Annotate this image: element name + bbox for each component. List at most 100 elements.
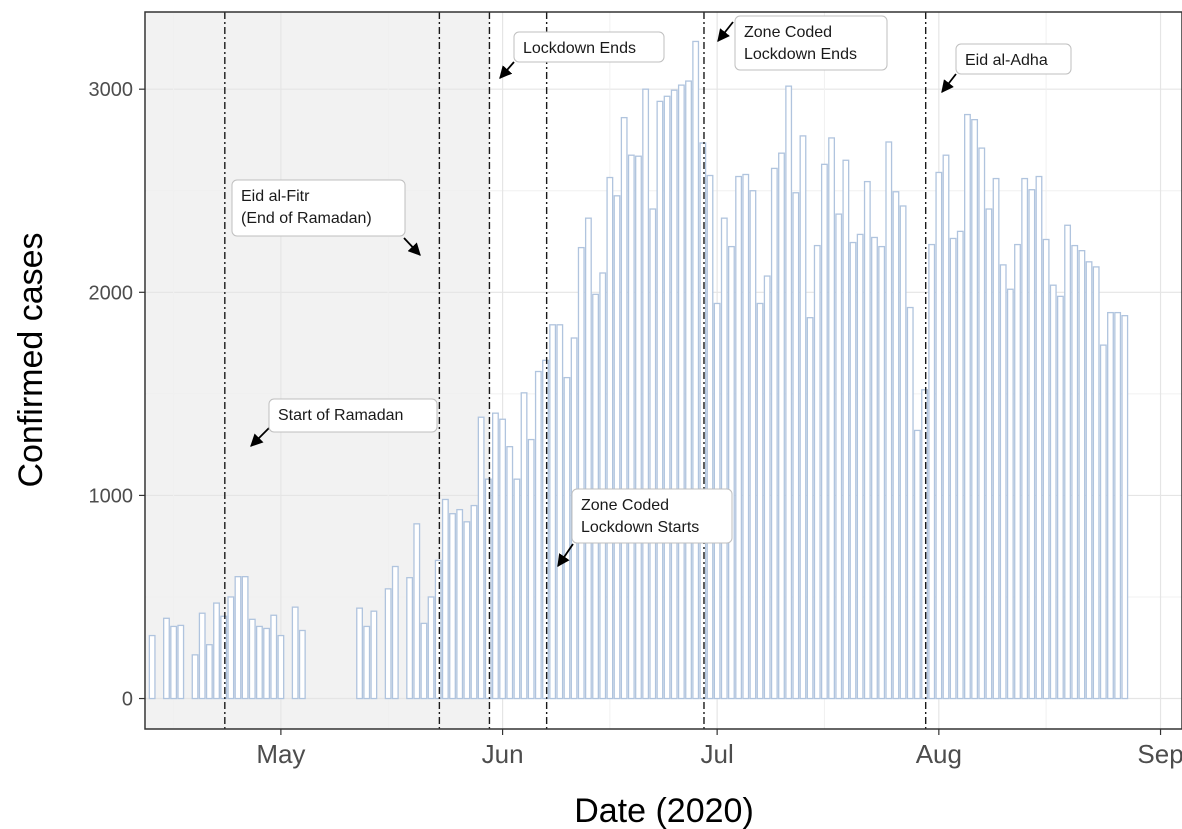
x-axis-title: Date (2020) xyxy=(574,792,754,829)
bar xyxy=(241,576,249,700)
bar xyxy=(542,359,549,700)
bar xyxy=(728,245,735,700)
annotation-label-line: Start of Ramadan xyxy=(278,407,403,424)
bar xyxy=(549,324,557,700)
bar xyxy=(1056,295,1064,700)
bar xyxy=(756,302,764,700)
bar xyxy=(820,163,828,700)
bar xyxy=(670,89,678,700)
annotation-arrow xyxy=(557,543,574,568)
bar xyxy=(885,141,893,700)
bars xyxy=(148,40,1129,700)
bar xyxy=(677,84,685,700)
bar xyxy=(749,190,757,700)
annotation-label-line: Zone Coded xyxy=(581,497,669,514)
bar xyxy=(913,429,921,700)
bar xyxy=(1092,266,1100,700)
x-tick-label: Jul xyxy=(701,739,734,769)
bar xyxy=(792,192,800,700)
bar xyxy=(363,625,371,700)
bar xyxy=(534,370,542,700)
bar xyxy=(906,306,914,700)
bar xyxy=(441,498,449,700)
bar xyxy=(692,40,700,700)
bar xyxy=(527,438,535,700)
y-tick-label: 0 xyxy=(122,689,133,711)
bar xyxy=(649,208,657,700)
y-axis-title: Confirmed cases xyxy=(12,232,50,487)
bar xyxy=(1014,243,1021,700)
bar xyxy=(277,634,285,700)
bar xyxy=(735,175,743,700)
bar xyxy=(742,173,750,700)
bar xyxy=(656,100,664,700)
event-annotation: Zone Coded Lockdown Ends xyxy=(717,15,888,71)
bar xyxy=(427,596,435,700)
bar xyxy=(1028,189,1036,700)
bar xyxy=(1042,238,1050,700)
annotation-label-line: Zone Coded xyxy=(744,24,832,41)
annotation-label: Lockdown Ends xyxy=(523,40,636,57)
bar xyxy=(770,167,778,700)
bar xyxy=(999,264,1007,700)
bar xyxy=(627,154,635,700)
bar xyxy=(391,565,399,700)
bar xyxy=(1049,284,1057,700)
bar xyxy=(856,233,864,700)
annotation-label: Eid al-Adha xyxy=(965,52,1048,69)
annotation-arrow xyxy=(941,73,957,93)
bar xyxy=(177,624,185,700)
bar xyxy=(449,513,456,700)
annotation-label-line: Eid al-Fitr xyxy=(241,188,310,205)
bar xyxy=(213,602,220,700)
bar xyxy=(813,244,821,700)
x-tick-label: Sep xyxy=(1137,739,1182,769)
bar xyxy=(706,174,714,700)
annotation-box xyxy=(734,15,888,71)
bar xyxy=(370,610,378,700)
annotation-box xyxy=(571,488,733,544)
bar xyxy=(584,217,592,700)
bar xyxy=(520,392,528,700)
bar xyxy=(613,195,621,700)
annotation-box xyxy=(231,179,406,237)
bar xyxy=(484,478,492,700)
bar xyxy=(778,152,785,700)
annotation-arrow xyxy=(403,237,421,256)
event-annotation: Lockdown Ends xyxy=(499,31,665,79)
bar xyxy=(499,418,507,700)
event-annotation: Eid al-Fitr (End of Ramadan) xyxy=(231,179,421,256)
annotation-label-line: Lockdown Starts xyxy=(581,519,699,536)
bar xyxy=(835,213,843,700)
annotation-box xyxy=(955,43,1072,75)
annotation-label: Start of Ramadan xyxy=(278,407,403,424)
bar xyxy=(985,208,993,700)
bar xyxy=(964,113,971,700)
bar xyxy=(234,576,242,700)
event-annotations: Start of Ramadan Eid al-Fitr (End of Ramad… xyxy=(231,15,1072,568)
bar xyxy=(863,180,871,700)
bar xyxy=(1121,315,1129,700)
bar xyxy=(828,137,836,700)
bar xyxy=(406,577,414,700)
axes: 0 1000 2000 3000 May Jun Jul Aug Sep xyxy=(89,11,1182,769)
bar xyxy=(921,389,928,700)
bar xyxy=(463,521,471,700)
bar xyxy=(1071,244,1079,700)
bar xyxy=(477,416,485,700)
annotation-label: Zone Coded Lockdown Starts xyxy=(581,497,699,536)
event-annotation: Zone Coded Lockdown Starts xyxy=(557,488,733,568)
bar xyxy=(413,523,421,700)
panel-border xyxy=(144,11,1182,730)
bar xyxy=(871,236,878,700)
bar xyxy=(270,614,278,700)
annotation-box xyxy=(268,398,438,433)
bar xyxy=(263,627,271,700)
annotation-arrow xyxy=(499,61,515,79)
bar xyxy=(298,629,306,700)
y-tick-label: 1000 xyxy=(89,485,134,507)
bar xyxy=(663,95,671,700)
bar xyxy=(434,559,442,700)
bar xyxy=(456,508,464,700)
